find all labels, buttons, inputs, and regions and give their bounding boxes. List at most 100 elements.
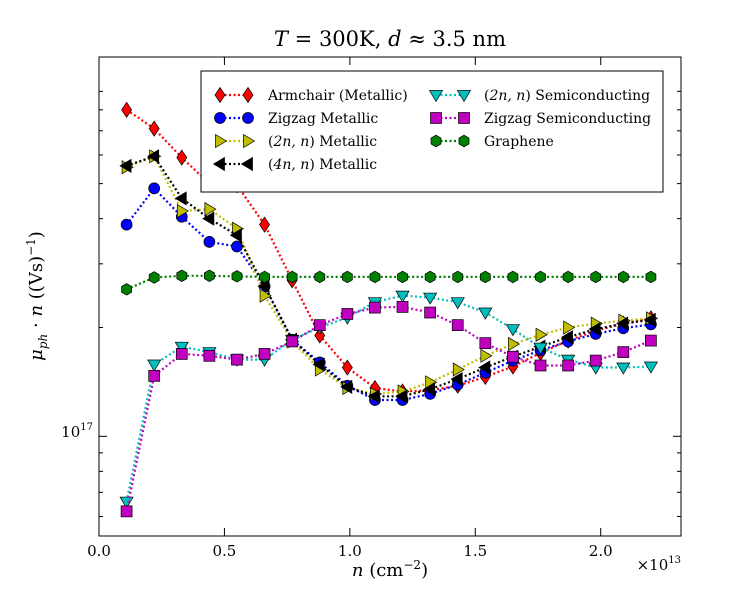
legend-label-2n-n-metallic: (2n, n) Metallic [268,134,377,150]
data-point [589,354,602,367]
data-point [395,290,410,303]
series-line [126,154,652,398]
data-point [340,379,353,395]
y-axis-label: μph · n ((Vs)−1) [24,231,50,361]
data-point [395,389,408,404]
x-offset-label: ×1013 [637,555,681,574]
data-point [341,359,353,376]
data-point [369,301,381,314]
legend-sample-3 [212,156,253,172]
series-5 [120,301,657,518]
data-point [450,297,465,310]
data-point [396,301,409,313]
legend-marker [430,134,442,148]
data-point [148,271,160,284]
legend-label-4n-n-metallic: (4n, n) Metallic [268,157,377,173]
data-point [533,342,548,355]
data-point [424,306,436,319]
legend-marker [430,112,442,124]
data-point [120,218,133,231]
data-point [147,359,162,372]
data-point [258,348,271,360]
x-tick-label: 0.0 [87,542,111,560]
data-point [535,327,548,342]
data-point [286,335,299,348]
legend-label-armchair: Armchair (Metallic) [267,88,408,104]
data-point [176,203,189,219]
x-tick-labels: 0.0 0.5 1.0 1.5 2.0 [87,542,613,560]
data-point [424,270,436,284]
data-point [452,270,464,284]
data-point [479,337,492,350]
data-point [480,348,493,363]
data-point [616,316,629,331]
data-point [314,270,326,284]
x-tick-label: 0.5 [213,542,237,560]
series-6 [121,269,657,296]
data-point [148,120,160,137]
data-point [202,211,215,226]
data-point [478,307,493,320]
data-point [175,348,188,360]
legend-marker [214,86,226,104]
legend-label-2n-n-semiconducting: (2n, n) Semiconducting [484,88,650,104]
data-point [645,270,657,284]
data-point [204,202,217,217]
legend-sample-5 [430,112,470,124]
data-point [121,283,132,296]
x-tick-label: 1.0 [338,542,362,560]
data-point [617,346,630,358]
series-layer [119,101,659,518]
legend-marker [215,133,228,149]
legend-label-zigzag-semiconducting: Zigzag Semiconducting [484,111,651,127]
data-point [259,216,270,233]
data-point [508,336,521,352]
data-point [507,270,519,284]
legend-sample-4 [428,90,472,103]
x-axis-label: n (cm−2) [352,558,428,581]
legend-label-graphene: Graphene [484,134,554,150]
data-point [507,350,519,363]
data-point [176,149,188,166]
legend-marker [214,112,226,124]
plot-area [98,56,682,537]
legend-marker [456,90,472,103]
data-point [397,270,408,284]
data-point [367,389,380,404]
data-point [147,149,160,164]
x-tick-label: 2.0 [589,542,613,560]
data-point [286,270,298,284]
data-point [590,270,602,284]
data-point [314,327,326,344]
legend-marker [243,133,256,149]
y-tick-label-1e17: 1017 [61,422,93,441]
data-point [562,359,574,372]
legend-label-zigzag-metallic: Zigzag Metallic [268,111,378,127]
data-point [643,312,656,327]
legend-marker [212,156,225,172]
data-point [174,191,187,206]
data-point [562,270,574,284]
data-point [148,182,161,195]
legend-marker [240,156,253,172]
data-point [643,361,659,374]
data-point [423,292,438,305]
legend-samples [212,86,472,172]
data-point [203,349,216,362]
data-point [176,269,188,282]
legend-sample-6 [430,134,470,148]
data-point [259,288,272,303]
data-point [369,270,381,284]
axis-ticks [98,57,681,536]
data-point [203,236,216,248]
data-point [341,308,354,320]
data-point [119,158,132,173]
data-point [259,270,270,284]
chart-title: T = 300K, d ≈ 3.5 nm [274,27,506,51]
legend: Armchair (Metallic) Zigzag Metallic (2n,… [200,70,664,193]
legend-sample-0 [214,86,254,104]
data-point [617,270,629,284]
data-point [174,341,189,354]
data-point [479,270,491,284]
